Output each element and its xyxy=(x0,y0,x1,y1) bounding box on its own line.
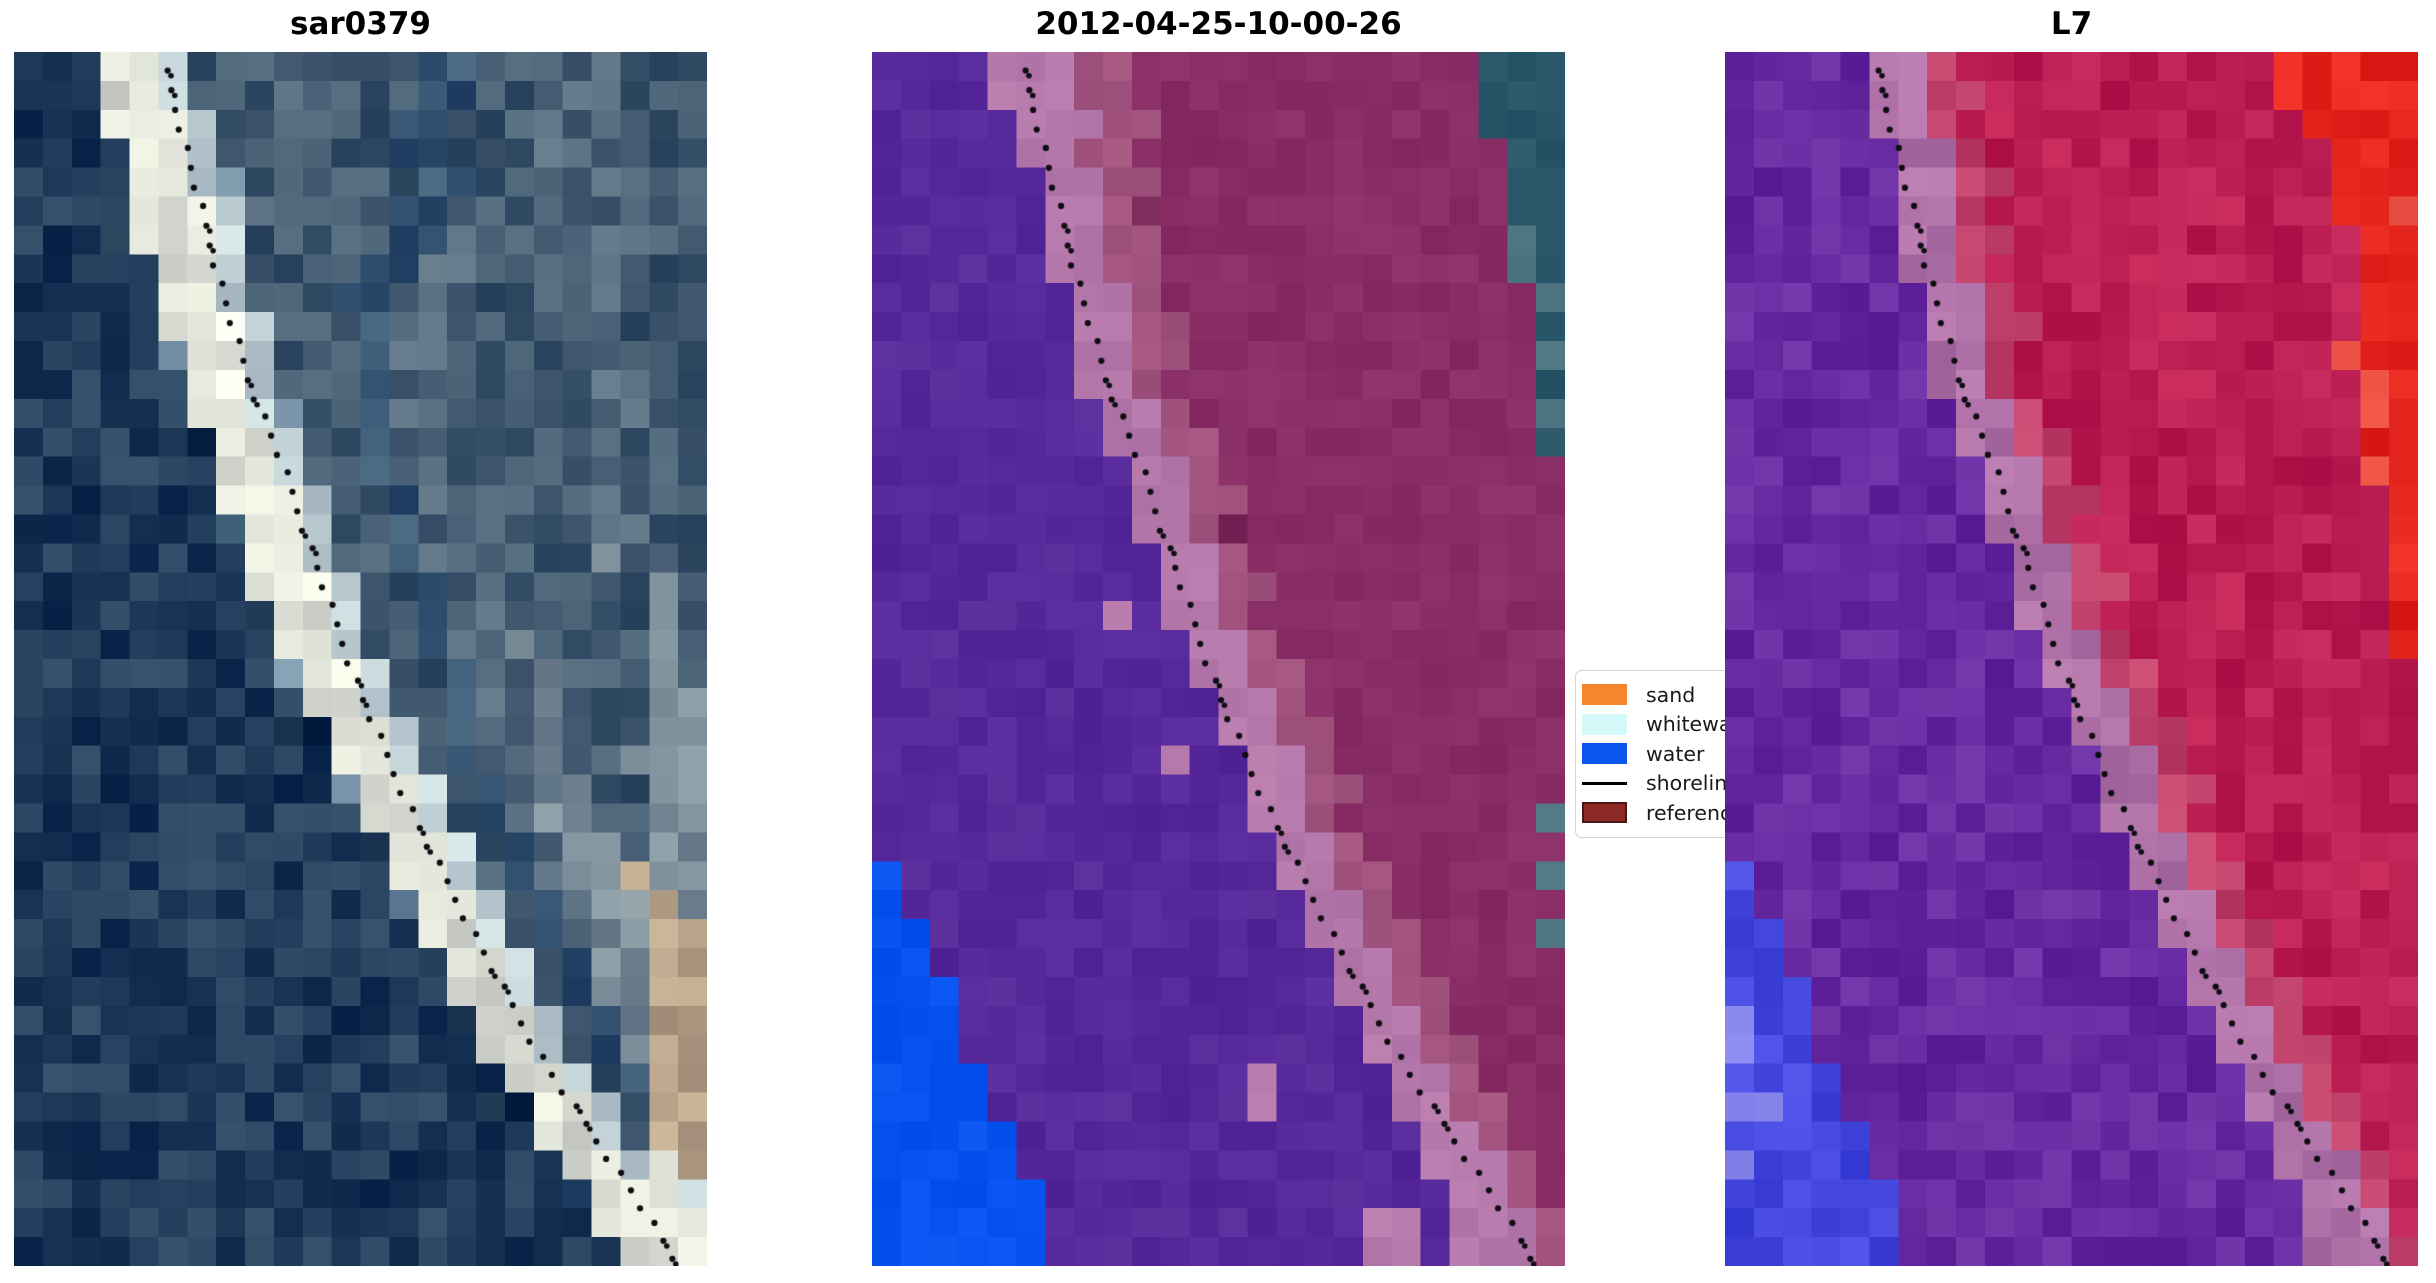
panel-l7 xyxy=(1725,52,2418,1266)
shoreline-dots-overlay xyxy=(1725,52,2418,1266)
legend-item-label: sand xyxy=(1646,682,1696,707)
panel-sar0379 xyxy=(14,52,707,1266)
water-color-swatch xyxy=(1582,743,1627,765)
shoreline-line-sample xyxy=(1582,781,1627,785)
panel-title-sar0379: sar0379 xyxy=(290,6,431,42)
legend-item-water: water xyxy=(1582,739,1792,769)
legend-item-label: water xyxy=(1646,741,1705,766)
legend-item-shoreline: shoreline xyxy=(1582,769,1792,799)
panel-classification xyxy=(872,52,1565,1266)
panel-title-l7: L7 xyxy=(2050,6,2093,42)
reference-color-swatch xyxy=(1582,802,1627,824)
legend-item-label: shoreline xyxy=(1646,771,1740,796)
shoreline-dots-overlay xyxy=(14,52,707,1266)
panel-title-classification: 2012-04-25-10-00-26 xyxy=(1035,6,1402,42)
sand-color-swatch xyxy=(1582,684,1627,706)
whitewater-color-swatch xyxy=(1582,713,1627,735)
legend-item-sand: sand xyxy=(1582,680,1792,710)
shoreline-dots-overlay xyxy=(872,52,1565,1266)
